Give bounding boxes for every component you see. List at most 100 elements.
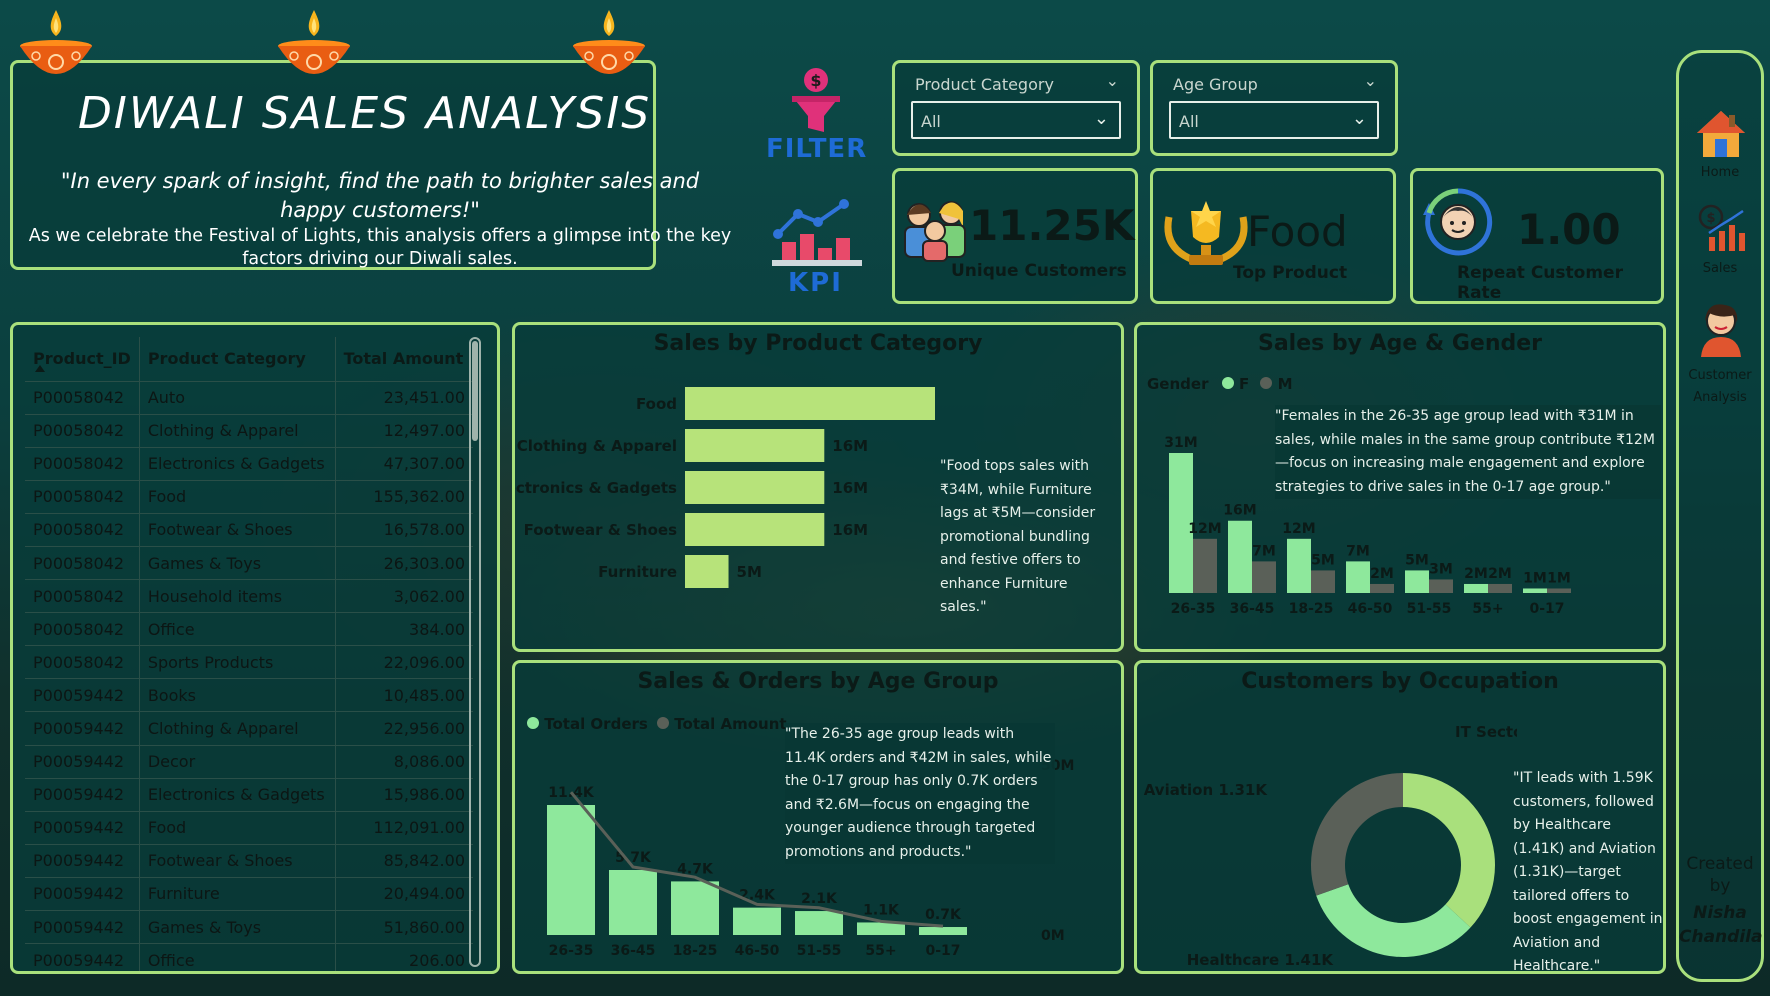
bar-label-f: 31M — [1164, 435, 1197, 451]
table-row[interactable]: P00059442 Games & Toys 51,860.00 — [25, 910, 473, 945]
chevron-down-icon[interactable]: ⌄ — [1363, 71, 1377, 90]
orders-bar — [733, 907, 781, 935]
cell-total-amount: 22,956.00 — [335, 711, 473, 746]
cell-total-amount: 26,303.00 — [335, 546, 473, 581]
customer-icon — [1701, 304, 1741, 357]
header-quote: "In every spark of insight, find the pat… — [60, 169, 700, 222]
home-icon — [1697, 111, 1745, 157]
product-category-filter[interactable]: Product Category ⌄ All ⌄ — [892, 60, 1140, 156]
cell-product-id: P00059442 — [25, 877, 140, 912]
legend-item-f[interactable]: F — [1238, 375, 1250, 393]
table-row[interactable]: P00059442 Clothing & Apparel 22,956.00 — [25, 711, 473, 746]
kpi-unique-customers-card: 11.25K Unique Customers — [892, 168, 1138, 304]
bar-m — [1547, 588, 1571, 593]
sidebar-item-home[interactable]: Home — [1679, 109, 1761, 189]
column-header-product-id[interactable]: Product_ID — [25, 337, 140, 382]
trophy-icon — [1164, 201, 1248, 265]
table-row[interactable]: P00058042 Household items 3,062.00 — [25, 579, 473, 614]
product-category-select[interactable]: All ⌄ — [911, 101, 1121, 139]
sidebar-nav: Home $ Sales Customer Analysis Created b… — [1676, 50, 1764, 982]
kpi-top-product-card: Food Top Product — [1150, 168, 1396, 304]
sales-by-age-gender-chart: 31M12M26-3516M7M36-4512M5M18-257M2M46-50… — [1164, 435, 1571, 617]
table-row[interactable]: P00059442 Food 112,091.00 — [25, 811, 473, 845]
customers-by-occupation-chart: IT Sector 1.59K Healthcare 1.41K Aviation … — [1144, 723, 1517, 969]
sales-orders-by-age-panel: Sales & Orders by Age Group Total Orders… — [512, 660, 1124, 974]
diya-icon — [278, 10, 350, 74]
chevron-down-icon[interactable]: ⌄ — [1351, 108, 1367, 129]
cell-total-amount: 47,307.00 — [335, 447, 473, 481]
bar-f — [1287, 538, 1311, 593]
table-scrollbar[interactable] — [469, 337, 481, 967]
cell-total-amount: 12,497.00 — [335, 414, 473, 448]
age-group-tick: 18-25 — [1289, 601, 1334, 617]
table-row[interactable]: P00058042 Games & Toys 26,303.00 — [25, 546, 473, 581]
bar-label-m: 1M — [1547, 570, 1571, 586]
cell-product-id: P00059442 — [25, 943, 140, 971]
kpi-chart-icon — [772, 199, 862, 266]
table-row[interactable]: P00059442 Footwear & Shoes 85,842.00 — [25, 844, 473, 878]
category-bar-label: 5M — [737, 563, 762, 581]
donut-slice-label: Healthcare 1.41K — [1187, 951, 1335, 969]
age-group-filter[interactable]: Age Group ⌄ All ⌄ — [1150, 60, 1398, 156]
cell-product-category: Decor — [139, 745, 336, 779]
category-label: Furniture — [598, 563, 677, 581]
column-header-total-amount[interactable]: Total Amount — [335, 337, 473, 382]
column-header-product-category[interactable]: Product Category — [139, 337, 336, 382]
legend-item-m[interactable]: M — [1277, 375, 1293, 393]
age-group-tick: 55+ — [1472, 601, 1503, 617]
table-row[interactable]: P00059442 Decor 8,086.00 — [25, 745, 473, 779]
cell-total-amount: 112,091.00 — [335, 811, 473, 845]
table-row[interactable]: P00058042 Footwear & Shoes 16,578.00 — [25, 513, 473, 547]
legend-item-total-amount[interactable]: Total Amount — [674, 715, 787, 733]
bar-label-f: 5M — [1405, 552, 1429, 568]
bar-label-f: 16M — [1223, 503, 1256, 519]
donut-slice — [1311, 773, 1403, 896]
table-row[interactable]: P00059442 Books 10,485.00 — [25, 678, 473, 713]
age-group-tick: 51-55 — [1407, 601, 1452, 617]
sort-ascending-icon[interactable] — [35, 365, 45, 372]
chevron-down-icon[interactable]: ⌄ — [1105, 71, 1119, 90]
cell-total-amount: 22,096.00 — [335, 645, 473, 680]
sales-orders-by-age-note: "The 26-35 age group leads with 11.4K or… — [785, 723, 1055, 864]
sidebar-item-customer-analysis-label: Customer Analysis — [1688, 368, 1752, 405]
table-row[interactable]: P00059442 Furniture 20,494.00 — [25, 877, 473, 912]
cell-product-id: P00059442 — [25, 678, 140, 713]
category-bar — [685, 513, 825, 546]
svg-text:$: $ — [1706, 211, 1715, 226]
bar-m — [1488, 583, 1512, 593]
table-row[interactable]: P00058042 Food 155,362.00 — [25, 480, 473, 514]
bar-f — [1523, 588, 1547, 593]
age-group-select[interactable]: All ⌄ — [1169, 101, 1379, 139]
table-row[interactable]: P00058042 Clothing & Apparel 12,497.00 — [25, 414, 473, 448]
cell-product-category: Games & Toys — [139, 910, 336, 945]
legend-item-total-orders[interactable]: Total Orders — [544, 715, 648, 733]
repeat-customer-icon — [1423, 188, 1493, 256]
bar-label-f: 2M — [1464, 566, 1488, 582]
table-row[interactable]: P00059442 Electronics & Gadgets 15,986.00 — [25, 778, 473, 812]
cell-product-id: P00058042 — [25, 612, 140, 647]
bar-label-m: 5M — [1311, 552, 1335, 568]
cell-product-category: Electronics & Gadgets — [139, 778, 336, 812]
orders-bar — [857, 922, 905, 935]
table-row[interactable]: P00058042 Sports Products 22,096.00 — [25, 645, 473, 680]
sidebar-item-customer-analysis[interactable]: Customer Analysis — [1679, 299, 1761, 409]
age-group-tick: 36-45 — [611, 943, 656, 959]
credit-name: Nisha Chandila — [1679, 903, 1763, 947]
gender-legend-title: Gender — [1147, 375, 1209, 393]
table-row[interactable]: P00058042 Auto 23,451.00 — [25, 381, 473, 415]
table-row[interactable]: P00059442 Office 206.00 — [25, 943, 473, 971]
table-row[interactable]: P00058042 Office 384.00 — [25, 612, 473, 647]
chevron-down-icon[interactable]: ⌄ — [1093, 108, 1109, 129]
orders-bar-label: 0.7K — [925, 907, 962, 923]
age-group-tick: 26-35 — [1171, 601, 1216, 617]
cell-product-id: P00059442 — [25, 844, 140, 878]
cell-product-id: P00059442 — [25, 910, 140, 945]
cell-product-category: Household items — [139, 579, 336, 614]
sidebar-item-sales[interactable]: $ Sales — [1679, 203, 1761, 287]
table-row[interactable]: P00058042 Electronics & Gadgets 47,307.00 — [25, 447, 473, 481]
table-scrollbar-thumb[interactable] — [472, 341, 478, 441]
cell-product-id: P00058042 — [25, 414, 140, 448]
legend-dot-orders — [527, 717, 539, 729]
cell-product-category: Clothing & Apparel — [139, 414, 336, 448]
age-group-tick: 51-55 — [797, 943, 842, 959]
